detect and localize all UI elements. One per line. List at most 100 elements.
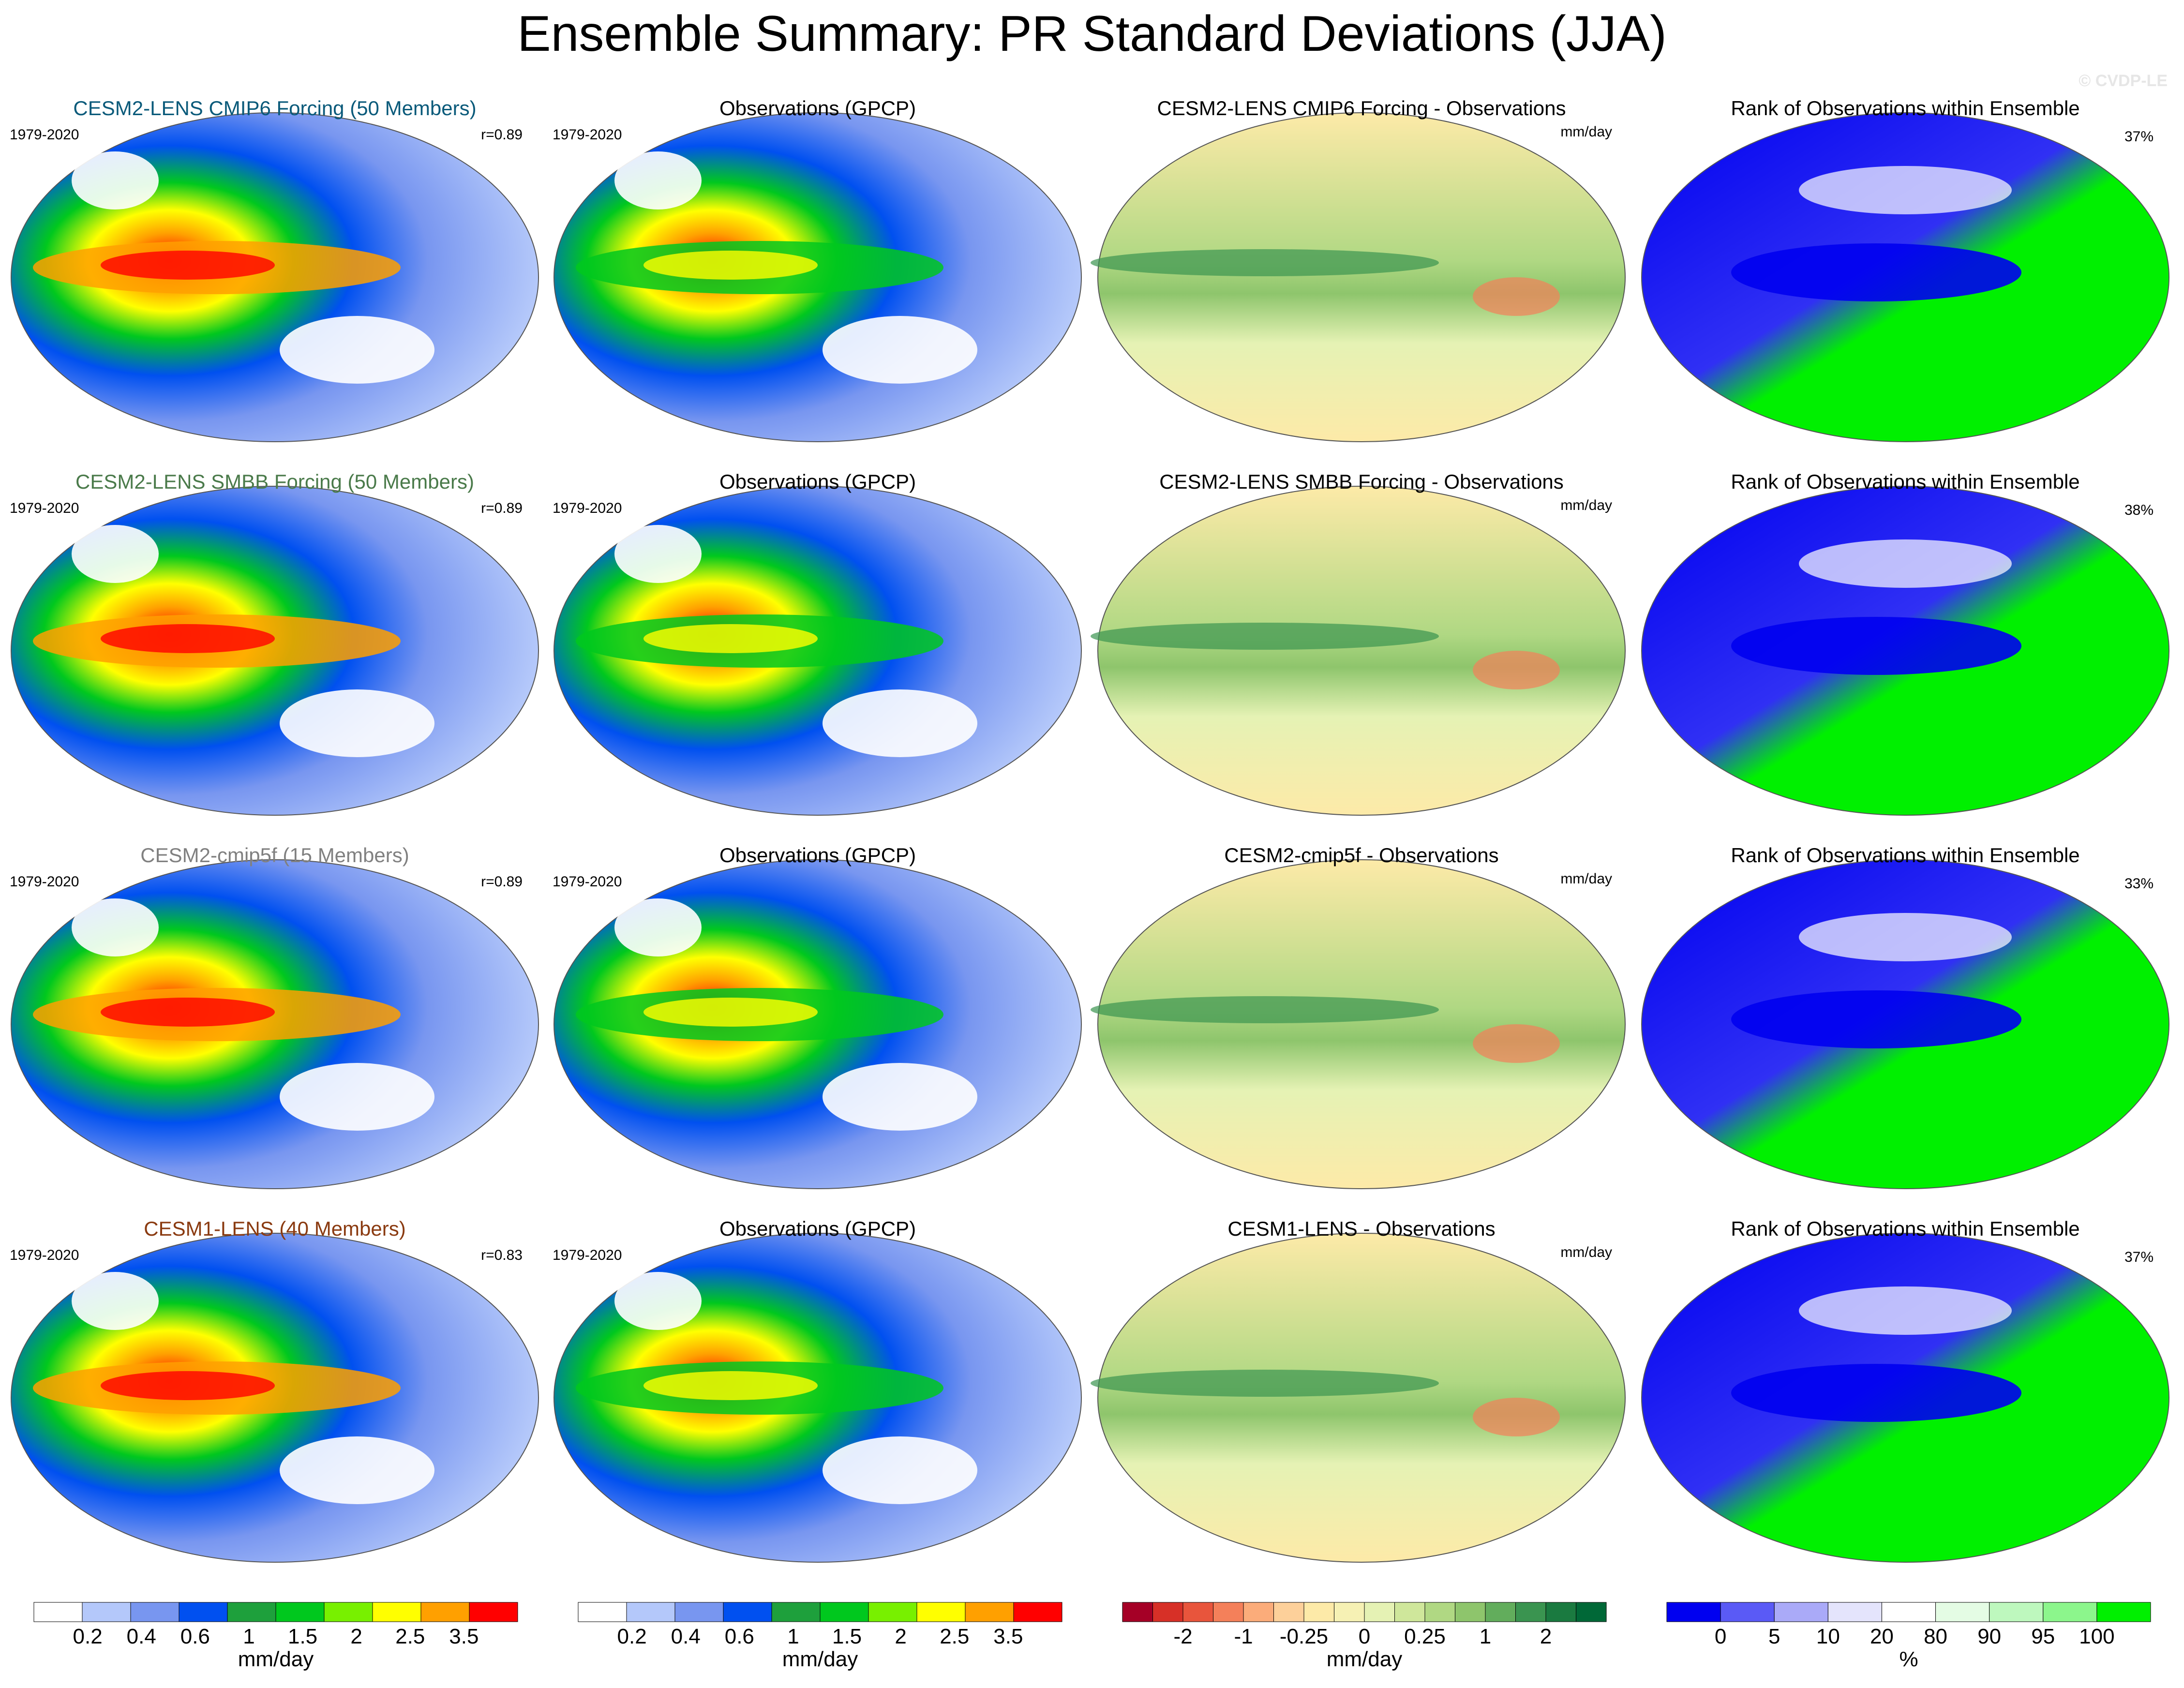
panel-title: Rank of Observations within Ensemble — [1731, 1217, 2079, 1240]
colorbar-swatch — [1666, 1602, 1721, 1622]
colorbar-tick-label: 0.6 — [180, 1625, 210, 1648]
colorbar-tick-label: 0.2 — [617, 1625, 647, 1648]
colorbar-swatch — [1364, 1602, 1395, 1622]
difference-band — [1473, 1024, 1560, 1063]
map-panel-diff-row2: CESM2-LENS SMBB Forcing - Observations mm… — [1091, 470, 1626, 816]
itcz-core — [643, 624, 818, 653]
dry-region — [614, 525, 702, 583]
colorbar-swatch — [179, 1602, 228, 1622]
itcz-core — [643, 998, 818, 1027]
rank-band — [1731, 1364, 2021, 1422]
units-label: mm/day — [1560, 124, 1612, 140]
colorbar-swatch — [1152, 1602, 1183, 1622]
difference-band — [1473, 1398, 1560, 1436]
map-panel-model-row1: CESM2-LENS CMIP6 Forcing (50 Members) 197… — [10, 97, 539, 442]
rank-percent-label: 38% — [2124, 502, 2154, 518]
colorbar-tick-label: 2 — [350, 1625, 362, 1648]
dry-region — [72, 898, 159, 956]
colorbar-difference: -2 -1 -0.25 0 0.25 1 2 mm/day — [1122, 1602, 1607, 1671]
colorbar-tick-label: 0.4 — [127, 1625, 156, 1648]
map-panel-rank-row3: Rank of Observations within Ensemble 33% — [1641, 844, 2169, 1189]
colorbar-swatch — [82, 1602, 131, 1622]
map-panel-diff-row3: CESM2-cmip5f - Observations mm/day — [1091, 844, 1626, 1189]
map-panel-obs-row1: Observations (GPCP) 1979-2020 — [553, 97, 1082, 442]
panel-title: Observations (GPCP) — [719, 97, 916, 120]
pattern-correlation-label: r=0.89 — [481, 500, 523, 516]
colorbar-swatch — [2043, 1602, 2097, 1622]
colorbar-swatch — [1545, 1602, 1576, 1622]
itcz-core — [101, 1371, 275, 1400]
colorbar-swatch — [1720, 1602, 1775, 1622]
colorbar-swatch — [771, 1602, 821, 1622]
period-label: 1979-2020 — [553, 500, 622, 516]
panel-title: Observations (GPCP) — [719, 470, 916, 493]
colorbar-tick-label: 0 — [1715, 1625, 1726, 1648]
dry-region — [823, 1063, 977, 1131]
colorbar-swatch — [1243, 1602, 1274, 1622]
dry-region — [280, 689, 434, 757]
colorbar-tick-label: 0 — [1359, 1625, 1370, 1648]
period-label: 1979-2020 — [10, 500, 79, 516]
colorbar-tick-label: 0.4 — [671, 1625, 701, 1648]
rank-band — [1731, 243, 2021, 301]
map-panel-rank-row1: Rank of Observations within Ensemble 37% — [1641, 97, 2169, 442]
panel-title: Observations (GPCP) — [719, 844, 916, 866]
units-label: mm/day — [1560, 1244, 1612, 1260]
colorbar-swatch — [1881, 1602, 1936, 1622]
colorbar-tick-label: 2 — [1540, 1625, 1552, 1648]
panel-title: Rank of Observations within Ensemble — [1731, 470, 2079, 493]
itcz-core — [101, 251, 275, 280]
colorbar-tick-label: 10 — [1816, 1625, 1840, 1648]
period-label: 1979-2020 — [553, 874, 622, 890]
rank-band — [1799, 539, 2012, 588]
colorbar-tick-label: 90 — [1977, 1625, 2001, 1648]
colorbar-obs-std: 0.2 0.4 0.6 1 1.5 2 2.5 3.5 mm/day — [578, 1602, 1062, 1671]
rank-band — [1881, 1053, 2075, 1111]
colorbar-tick-label: 100 — [2079, 1625, 2114, 1648]
dry-region — [823, 689, 977, 757]
colorbar-tick-label: 1.5 — [832, 1625, 862, 1648]
map-globe — [1097, 859, 1626, 1189]
panel-title: CESM2-LENS SMBB Forcing (50 Members) — [75, 470, 474, 493]
difference-band — [1091, 1370, 1439, 1397]
dry-region — [72, 525, 159, 583]
pattern-correlation-label: r=0.89 — [481, 127, 523, 143]
map-panel-rank-row2: Rank of Observations within Ensemble 38% — [1641, 470, 2169, 816]
colorbar-row: 0.2 0.4 0.6 1 1.5 2 2.5 3.5 mm/day 0.2 0.4 0.6 1 1.5 2… — [33, 1602, 2151, 1671]
colorbar-tick-label: -0.25 — [1280, 1625, 1328, 1648]
map-globe — [1097, 112, 1626, 442]
colorbar-units: % — [1899, 1647, 1918, 1671]
rank-band — [1881, 306, 2075, 364]
difference-band — [1473, 651, 1560, 689]
colorbar-swatch — [1576, 1602, 1607, 1622]
map-panel-diff-row4: CESM1-LENS - Observations mm/day — [1091, 1217, 1626, 1563]
colorbar-swatch — [1273, 1602, 1304, 1622]
colorbar-swatch — [130, 1602, 180, 1622]
colorbar-swatch — [1213, 1602, 1244, 1622]
colorbar-tick-label: 0.2 — [73, 1625, 103, 1648]
colorbar-swatch — [1515, 1602, 1546, 1622]
colorbar-tick-label: 80 — [1924, 1625, 1947, 1648]
dry-region — [280, 1436, 434, 1504]
credit-watermark: © CVDP-LE — [2079, 72, 2168, 90]
colorbar-tick-label: 5 — [1768, 1625, 1780, 1648]
panel-title: CESM2-LENS CMIP6 Forcing - Observations — [1157, 97, 1566, 120]
colorbar-swatch — [1827, 1602, 1882, 1622]
figure-title: Ensemble Summary: PR Standard Deviations… — [517, 6, 1667, 62]
map-panel-obs-row2: Observations (GPCP) 1979-2020 — [553, 470, 1082, 816]
panel-grid: CESM2-LENS CMIP6 Forcing (50 Members) 197… — [10, 97, 2169, 1563]
map-panel-model-row2: CESM2-LENS SMBB Forcing (50 Members) 1979… — [10, 470, 539, 816]
rank-band — [1881, 1427, 2075, 1485]
colorbar-swatch — [227, 1602, 276, 1622]
panel-title: CESM1-LENS (40 Members) — [144, 1217, 405, 1240]
units-label: mm/day — [1560, 871, 1612, 887]
colorbar-tick-label: 1 — [1480, 1625, 1491, 1648]
rank-band — [1731, 990, 2021, 1048]
colorbar-swatch — [965, 1602, 1014, 1622]
difference-band — [1091, 996, 1439, 1023]
period-label: 1979-2020 — [553, 1247, 622, 1263]
period-label: 1979-2020 — [10, 874, 79, 890]
colorbar-model-std: 0.2 0.4 0.6 1 1.5 2 2.5 3.5 mm/day — [33, 1602, 518, 1671]
dry-region — [72, 151, 159, 209]
rank-percent-label: 37% — [2124, 1249, 2154, 1265]
